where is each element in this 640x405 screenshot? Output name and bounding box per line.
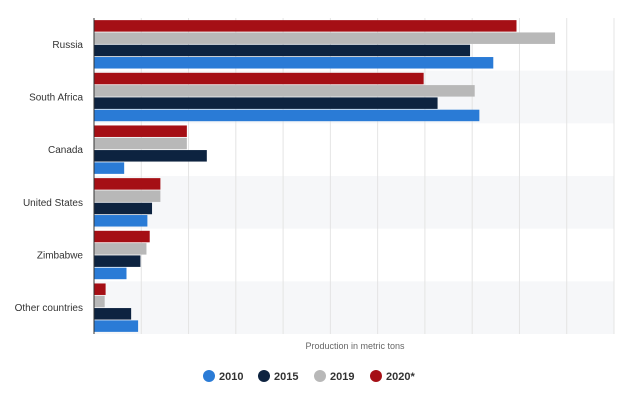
bar-other-countries-2015[interactable] [94, 308, 132, 320]
legend-label: 2010 [219, 371, 243, 383]
bars [94, 20, 556, 332]
bar-canada-2019[interactable] [94, 137, 187, 150]
legend-marker [314, 370, 326, 382]
bar-united-states-2020[interactable] [94, 178, 161, 190]
category-band [94, 281, 614, 334]
legend-label: 2015 [274, 371, 298, 383]
bar-south-africa-2020[interactable] [94, 72, 424, 85]
legend-item-2010[interactable]: 2010 [203, 370, 243, 383]
bar-russia-2015[interactable] [94, 44, 471, 57]
bar-canada-2010[interactable] [94, 162, 125, 174]
category-label: South Africa [29, 93, 83, 104]
x-axis-label: Production in metric tons [305, 341, 405, 351]
legend-label: 2019 [330, 371, 354, 383]
bar-south-africa-2015[interactable] [94, 97, 438, 109]
bar-other-countries-2020[interactable] [94, 283, 106, 295]
category-label: United States [23, 198, 83, 209]
legend-item-2015[interactable]: 2015 [258, 370, 298, 383]
bar-united-states-2015[interactable] [94, 202, 153, 215]
bar-russia-2019[interactable] [94, 32, 556, 44]
category-label: Russia [52, 40, 83, 51]
bar-russia-2010[interactable] [94, 57, 494, 69]
category-labels: Russia South Africa Canada United States Zim… [15, 40, 84, 314]
legend-label: 2020* [386, 371, 415, 383]
bar-other-countries-2010[interactable] [94, 320, 139, 332]
bar-canada-2020[interactable] [94, 125, 187, 137]
legend-marker [203, 370, 215, 382]
bar-zimbabwe-2010[interactable] [94, 267, 127, 280]
legend-marker [258, 370, 270, 382]
legend-item-2020[interactable]: 2020* [370, 370, 415, 383]
gridlines [140, 18, 615, 334]
category-label: Other countries [15, 303, 83, 314]
bar-canada-2015[interactable] [94, 150, 207, 162]
bar-russia-2020[interactable] [94, 20, 517, 32]
bar-other-countries-2019[interactable] [94, 295, 105, 308]
bar-south-africa-2010[interactable] [94, 109, 480, 122]
category-band [94, 176, 614, 229]
bar-zimbabwe-2020[interactable] [94, 230, 150, 243]
category-label: Zimbabwe [37, 251, 84, 262]
bar-zimbabwe-2015[interactable] [94, 255, 141, 267]
bar-zimbabwe-2019[interactable] [94, 243, 147, 255]
bar-united-states-2019[interactable] [94, 190, 161, 202]
bar-united-states-2010[interactable] [94, 215, 148, 227]
legend[interactable]: 2010 2015 2019 2020* [203, 370, 415, 383]
legend-item-2019[interactable]: 2019 [314, 370, 354, 383]
category-label: Canada [48, 145, 83, 156]
legend-marker [370, 370, 382, 382]
bar-south-africa-2019[interactable] [94, 85, 475, 97]
